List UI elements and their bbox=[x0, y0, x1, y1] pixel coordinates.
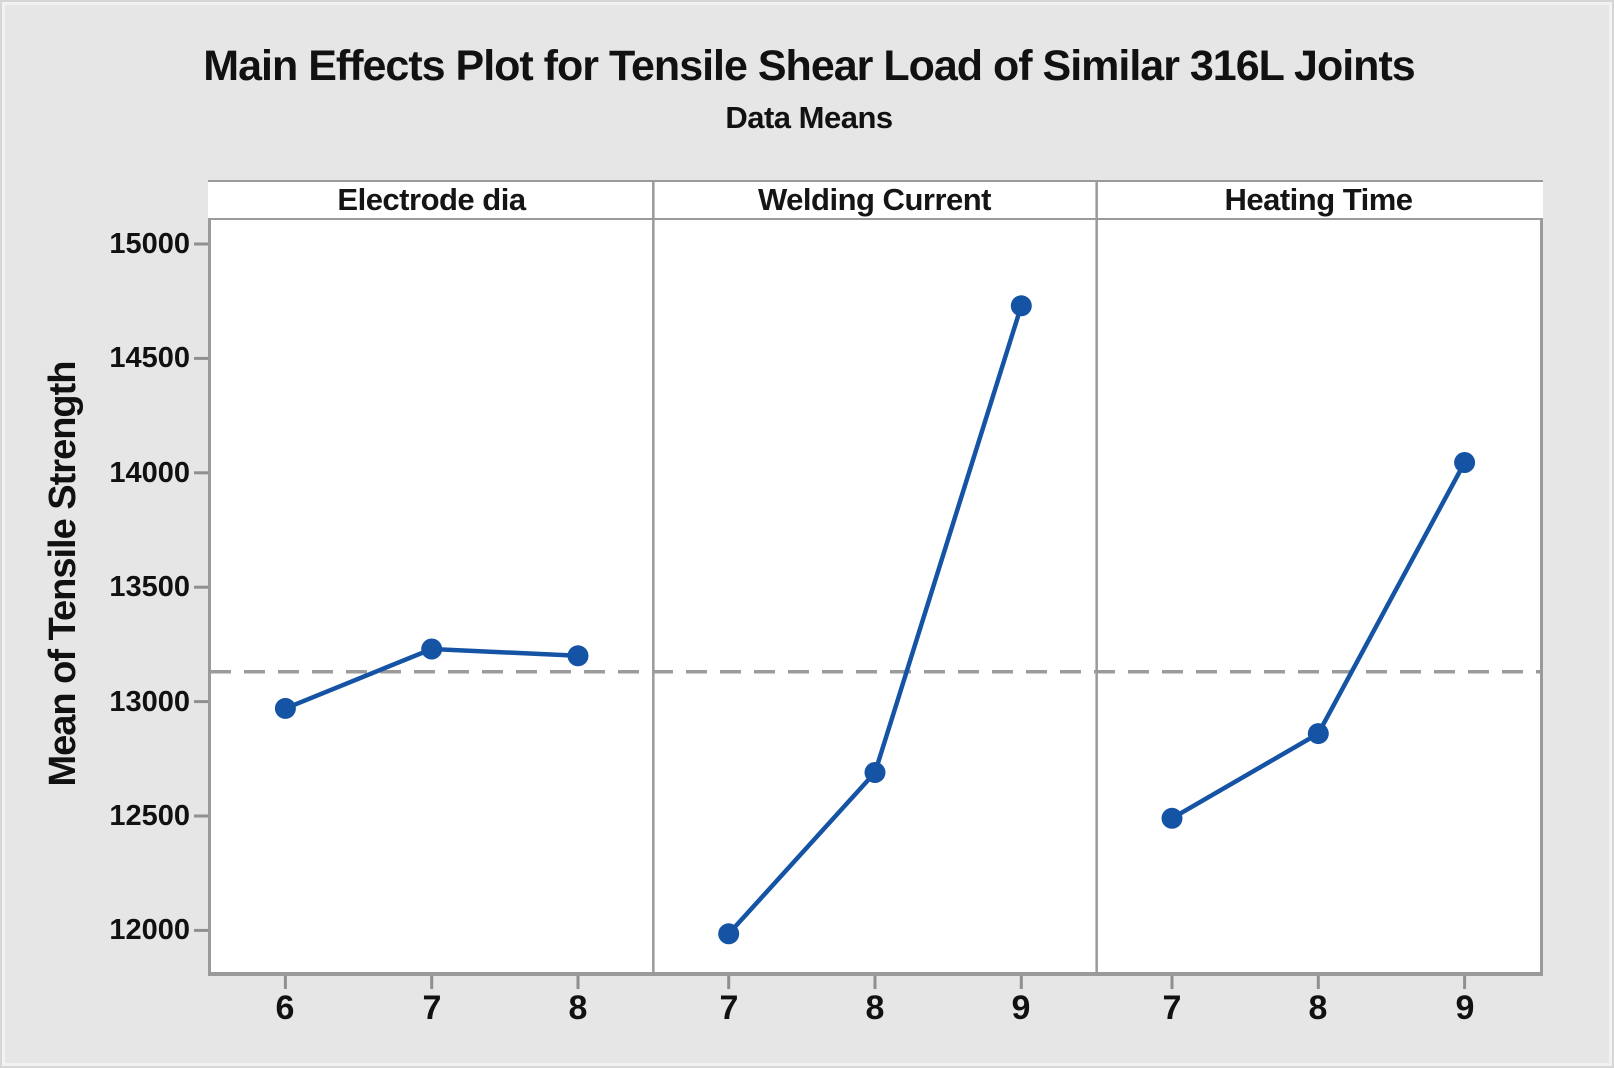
x-axis-tick-label: 7 bbox=[1162, 989, 1182, 1027]
plot-area bbox=[208, 220, 1543, 976]
x-axis-tick-label: 8 bbox=[568, 989, 588, 1027]
x-axis-tick-label: 8 bbox=[1308, 989, 1328, 1027]
panel-header-band: Electrode dia Welding Current Heating Time bbox=[208, 180, 1543, 220]
panel-header-label: Welding Current bbox=[757, 182, 992, 217]
chart-subtitle: Data Means bbox=[725, 100, 893, 135]
x-axis-tick-label: 6 bbox=[275, 989, 295, 1027]
panel-header-label: Electrode dia bbox=[337, 182, 526, 217]
x-axis-tick-label: 8 bbox=[865, 989, 885, 1027]
y-axis-tick-label: 12500 bbox=[109, 800, 190, 832]
y-axis-tick-label: 13000 bbox=[109, 686, 190, 718]
x-axis-tick-label: 7 bbox=[422, 989, 442, 1027]
y-axis-tick-label: 14500 bbox=[109, 342, 190, 374]
x-axis-tick-label: 9 bbox=[1455, 989, 1475, 1027]
chart-title: Main Effects Plot for Tensile Shear Load… bbox=[203, 42, 1415, 90]
x-axis-tick-label: 7 bbox=[719, 989, 739, 1027]
x-axis-tick-label: 9 bbox=[1011, 989, 1031, 1027]
y-axis-tick-label: 15000 bbox=[109, 228, 190, 260]
y-axis-tick-label: 12000 bbox=[109, 914, 190, 946]
y-axis-tick-label: 14000 bbox=[109, 457, 190, 489]
panel-header-label: Heating Time bbox=[1224, 182, 1413, 217]
y-axis-tick-label: 13500 bbox=[109, 571, 190, 603]
